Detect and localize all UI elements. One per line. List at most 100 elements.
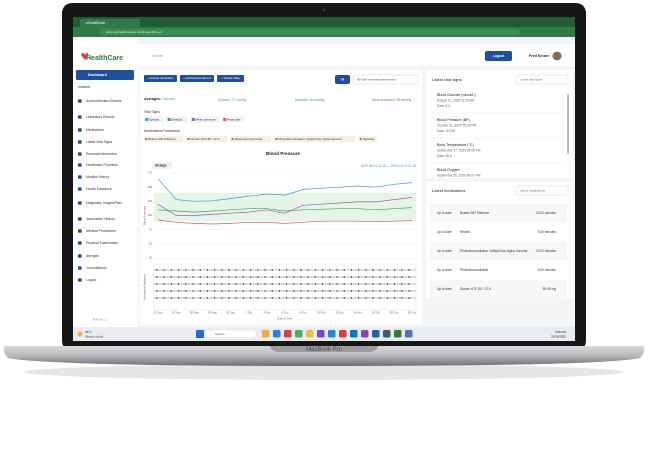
medication-pill[interactable] [358, 136, 377, 142]
timeline-dot [357, 290, 360, 292]
timeline-dot [386, 290, 389, 292]
medication-pill[interactable] [144, 136, 184, 142]
panel-select[interactable] [515, 74, 569, 85]
nav-item[interactable]: Medical Procedures [86, 229, 116, 233]
nav-icon [78, 115, 82, 119]
timeline-dot [199, 297, 201, 299]
nav-item[interactable]: Logout [86, 278, 96, 282]
legend-pill[interactable] [144, 116, 164, 123]
timeline-dot [206, 283, 209, 285]
nav-item[interactable]: Physical Examination [86, 241, 118, 245]
medication-pill[interactable] [186, 136, 228, 142]
range-select[interactable] [152, 162, 172, 169]
app-icon[interactable] [372, 330, 380, 338]
app-icon[interactable] [405, 330, 413, 338]
medication-row [430, 242, 567, 260]
timeline-dot [321, 276, 324, 278]
legend-label: Diastolic [171, 117, 183, 121]
vital-detail: Data: 5.3 [437, 104, 450, 108]
timeline-dot [379, 269, 381, 271]
app-icon[interactable] [350, 330, 358, 338]
timeline-dot [350, 269, 353, 271]
y-axis-label: Blood Pressure [143, 205, 147, 225]
nav-item[interactable]: Medications [86, 128, 104, 132]
date-range: 2025-09-21 21:28 — 2025-10-21 21:28 [361, 164, 417, 168]
timeline-dot [221, 297, 223, 299]
timeline-dot [221, 290, 223, 292]
nav-item[interactable]: Latest Vital Signs [86, 140, 112, 144]
app-icon[interactable] [383, 330, 391, 338]
app-icon[interactable] [262, 330, 270, 338]
nav-item[interactable]: Laboratory Results [86, 115, 115, 119]
nav-item[interactable]: Medical History [86, 175, 109, 179]
taskbar-search[interactable] [206, 330, 256, 338]
timeline-dot [242, 297, 245, 299]
address-bar[interactable] [100, 28, 520, 36]
app-icon[interactable] [361, 330, 369, 338]
timeline-dot [408, 283, 410, 285]
panel-select[interactable] [515, 185, 569, 196]
dose: 9.00 minutes [538, 268, 557, 272]
app-icon[interactable] [328, 330, 336, 338]
select-label: Latest vital signs [520, 77, 543, 81]
x-tick-label: 24 Sep [172, 311, 181, 315]
timeline-dot [156, 276, 158, 278]
action-button[interactable] [217, 75, 244, 82]
nav-item[interactable]: Vaccination History [86, 217, 115, 221]
timeline-dot [329, 283, 331, 285]
medication-dot [275, 138, 278, 140]
app-icon[interactable] [339, 330, 347, 338]
app-icon[interactable] [284, 330, 292, 338]
medication-pill[interactable] [230, 136, 272, 142]
toggle[interactable] [335, 75, 350, 84]
nav-item[interactable]: Allergies [86, 254, 99, 258]
app-icon[interactable] [295, 330, 303, 338]
nav-item[interactable]: Access/Monitor Results [86, 99, 122, 103]
app-icon[interactable] [273, 330, 281, 338]
timeline-dot [199, 290, 201, 292]
medication-label: Photodiomodulation Vielight Duo Alpha Ga… [278, 137, 342, 141]
timeline-dot [393, 269, 396, 271]
legend-pill[interactable] [222, 116, 245, 123]
vital-name: Blood Oxygen [437, 168, 460, 172]
logout-button[interactable] [485, 51, 512, 61]
app-icon[interactable] [317, 330, 325, 338]
legend-pill[interactable] [166, 116, 188, 123]
nav-item[interactable]: Personal Information [86, 152, 117, 156]
clock-time: 2:58 PM [555, 330, 567, 334]
search: Search [152, 54, 163, 58]
medication-pill[interactable] [274, 136, 356, 142]
nav-active[interactable] [76, 70, 134, 80]
timeline-dot [199, 283, 201, 285]
timeline-dot [170, 276, 173, 278]
nav-icon [78, 201, 82, 205]
timeline-dot [206, 276, 209, 278]
nav-item[interactable]: Diagnostic Images/Files [86, 201, 122, 205]
x-tick-label: 4 Oct [264, 311, 271, 315]
start-button[interactable] [196, 330, 204, 338]
status: Normal [163, 97, 175, 101]
timeline-dot [257, 283, 259, 285]
timeline-dot [300, 290, 302, 292]
nav-icon [78, 217, 82, 221]
medication-name: Photodiomodulation Vielight Duo Alpha Ga… [460, 249, 528, 253]
action-button[interactable] [180, 75, 214, 82]
nav-item[interactable]: Healthcare Providers [86, 163, 118, 167]
browser-tab[interactable] [80, 19, 140, 27]
nav-item[interactable]: Health Insurance [86, 187, 112, 191]
timeline-dot [307, 297, 309, 299]
medication-label: Metoprolol Succinate [234, 137, 262, 141]
x-tick-label: 26 Sep [190, 311, 199, 315]
nav-item[interactable]: Consultations [86, 266, 107, 270]
app-icon[interactable] [394, 330, 402, 338]
action-button[interactable] [144, 75, 177, 82]
app-icon[interactable] [306, 330, 314, 338]
timeline-dot [156, 297, 158, 299]
section-label: Vital Signs [144, 110, 160, 114]
select[interactable] [352, 74, 419, 85]
button-label: + Add Medical Record [183, 76, 211, 80]
nav-icon [78, 254, 82, 258]
legend-pill[interactable] [190, 116, 219, 123]
medication-label: Boldex 900 Platinum [148, 137, 176, 141]
logo-heart [81, 53, 89, 60]
